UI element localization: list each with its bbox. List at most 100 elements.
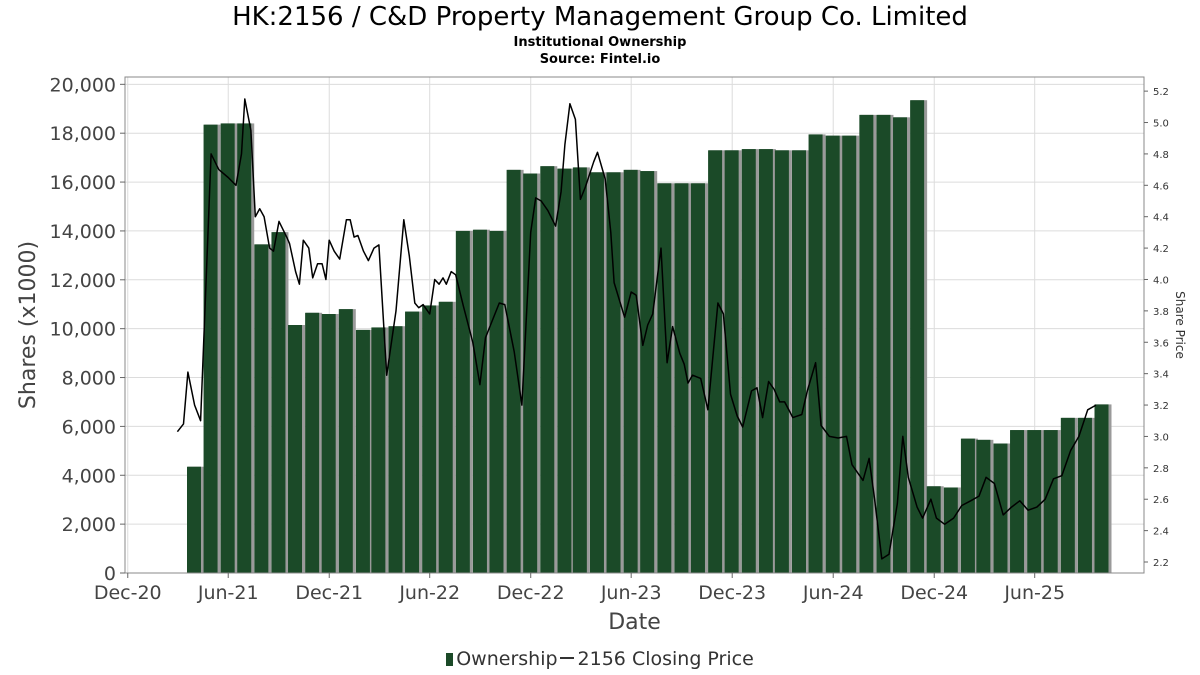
ownership-bar — [926, 486, 941, 573]
x-tick-label: Jun-22 — [398, 582, 460, 604]
ownership-bar — [472, 229, 487, 574]
x-tick-label: Dec-22 — [497, 582, 565, 604]
ownership-bar — [976, 439, 991, 573]
ownership-bar — [271, 232, 286, 573]
y2-tick-label: 2.6 — [1153, 495, 1169, 506]
x-tick-label: Jun-21 — [197, 582, 259, 604]
price-line — [176, 98, 1097, 560]
x-tick-label: Jun-24 — [802, 582, 864, 604]
y-tick-label: 8,000 — [62, 368, 116, 390]
x-tick-label: Dec-21 — [295, 582, 363, 604]
axes: 0 2,000 4,000 6,000 8,000 10,000 12,000 14,000 1… — [16, 74, 1187, 635]
y2-tick-label: 2.8 — [1153, 464, 1169, 475]
y2-tick-label: 2.2 — [1153, 558, 1169, 569]
x-axis-title: Date — [608, 610, 661, 635]
legend-price-swatch — [559, 657, 574, 659]
ownership-bar — [741, 149, 756, 574]
ownership-bar — [220, 123, 235, 573]
y-tick-label: 12,000 — [50, 270, 116, 292]
legend-price-label: 2156 Closing Price — [577, 648, 754, 670]
ownership-bar — [623, 169, 638, 573]
y2-tick-label: 4.4 — [1153, 213, 1169, 224]
y-tick-label: 10,000 — [50, 319, 116, 341]
ownership-bar — [708, 150, 723, 574]
y-axis-title: Shares (x1000) — [16, 241, 41, 409]
ownership-bar — [1027, 430, 1042, 573]
x-tick-label: Jun-23 — [600, 582, 662, 604]
ownership-bar — [589, 172, 604, 573]
ownership-bar — [943, 487, 958, 573]
y2-tick-label: 4.0 — [1153, 275, 1169, 286]
ownership-bar — [825, 135, 840, 574]
ownership-bar — [438, 301, 453, 573]
y2-tick-label: 2.4 — [1153, 527, 1169, 538]
y2-tick-label: 5.0 — [1153, 119, 1169, 130]
legend-ownership-label: Ownership — [456, 648, 558, 670]
ownership-bar — [960, 438, 975, 573]
ownership-bar — [893, 117, 908, 573]
x-tick-label: Dec-24 — [900, 582, 968, 604]
ownership-chart: 0 2,000 4,000 6,000 8,000 10,000 12,000 14,000 1… — [16, 74, 1187, 635]
y-tick-label: 4,000 — [62, 465, 116, 487]
chart-title: HK:2156 / C&D Property Management Group … — [232, 2, 968, 32]
ownership-bar — [842, 135, 857, 574]
ownership-bar — [288, 325, 303, 573]
x-tick-label: Jun-25 — [1003, 582, 1065, 604]
ownership-bar — [758, 149, 773, 574]
ownership-bar — [523, 173, 538, 573]
y2-tick-label: 4.8 — [1153, 150, 1169, 161]
ownership-bar — [237, 123, 252, 573]
ownership-bar — [338, 309, 353, 573]
ownership-bar — [405, 311, 420, 573]
y-tick-label: 2,000 — [62, 514, 116, 536]
y2-tick-label: 3.4 — [1153, 370, 1169, 381]
y2-axis-title: Share Price — [1173, 291, 1187, 359]
ownership-bar — [674, 183, 689, 574]
ownership-bar — [774, 150, 789, 574]
plot-frame — [124, 76, 1145, 574]
ownership-bar — [187, 466, 202, 573]
ownership-bar — [489, 230, 504, 573]
y-tick-label: 16,000 — [50, 172, 116, 194]
ownership-bar — [371, 327, 386, 573]
ownership-bar — [876, 114, 891, 573]
y2-tick-label: 5.2 — [1153, 87, 1169, 98]
y-tick-label: 6,000 — [62, 416, 116, 438]
ownership-bar — [540, 166, 555, 574]
ownership-bar — [791, 150, 806, 574]
ownership-bar — [422, 305, 437, 573]
ownership-bar — [1077, 417, 1092, 573]
x-tick-label: Dec-23 — [698, 582, 766, 604]
ownership-bar — [1010, 430, 1025, 573]
ownership-bar — [1060, 417, 1075, 573]
price-line-group — [176, 98, 1097, 560]
y2-tick-label: 3.8 — [1153, 307, 1169, 318]
ownership-bar — [557, 168, 572, 573]
y-tick-label: 0 — [104, 563, 116, 585]
ownership-bar — [993, 443, 1008, 573]
y-tick-label: 14,000 — [50, 221, 116, 243]
x-tick-label: Dec-20 — [94, 582, 162, 604]
ownership-bar — [506, 169, 521, 573]
y-tick-label: 20,000 — [50, 74, 116, 96]
y2-tick-label: 4.6 — [1153, 181, 1169, 192]
y2-tick-label: 4.2 — [1153, 244, 1169, 255]
legend-ownership-swatch — [446, 653, 454, 666]
chart-source: Source: Fintel.io — [539, 52, 661, 67]
ownership-bar — [1094, 404, 1109, 573]
ownership-bar — [859, 114, 874, 573]
ownership-bars — [187, 100, 1112, 574]
y-tick-label: 18,000 — [50, 123, 116, 145]
ownership-bar — [572, 167, 587, 574]
ownership-bar — [640, 171, 655, 573]
ownership-bar — [1043, 430, 1058, 573]
y2-tick-label: 3.6 — [1153, 338, 1169, 349]
ownership-bar — [606, 172, 621, 573]
ownership-bar — [388, 326, 403, 573]
ownership-bar — [724, 150, 739, 574]
ownership-bar — [355, 329, 370, 573]
y2-tick-label: 3.0 — [1153, 432, 1169, 443]
ownership-bar — [910, 100, 925, 573]
ownership-bar — [321, 314, 336, 573]
y2-tick-label: 3.2 — [1153, 401, 1169, 412]
